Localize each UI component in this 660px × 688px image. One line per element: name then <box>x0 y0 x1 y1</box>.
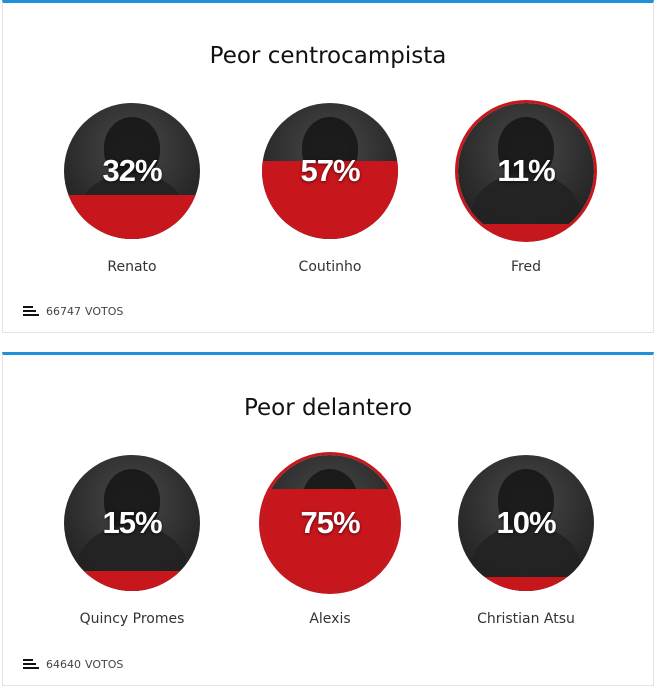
player-photo[interactable]: 10% <box>458 455 594 591</box>
percent-label: 10% <box>496 505 556 540</box>
bar-chart-icon <box>23 306 39 317</box>
poll-card-centrocampista: Peor centrocampista 32% Renato 57% Couti… <box>2 0 654 333</box>
player-photo[interactable]: 75% <box>262 455 398 591</box>
votes-counter: 66747 VOTOS <box>23 305 123 318</box>
player-name: Coutinho <box>298 259 362 275</box>
player-photo[interactable]: 32% <box>64 103 200 239</box>
percent-fill <box>64 570 200 591</box>
poll-title: Peor centrocampista <box>209 43 447 69</box>
percent-label: 57% <box>300 153 360 188</box>
votes-count: 64640 <box>46 658 81 671</box>
player-name: Fred <box>511 259 541 275</box>
percent-label: 15% <box>102 505 162 540</box>
poll-options: 32% Renato 57% Coutinho 11% Fred <box>3 103 653 283</box>
player-name: Christian Atsu <box>477 611 575 627</box>
poll-options: 15% Quincy Promes 75% Alexis 10% Christi… <box>3 455 653 635</box>
player-photo[interactable]: 11% <box>458 103 594 239</box>
poll-option-christian-atsu[interactable]: 10% Christian Atsu <box>446 455 606 627</box>
bar-chart-icon <box>23 659 39 670</box>
percent-label: 11% <box>497 153 555 188</box>
percent-fill <box>458 577 594 591</box>
percent-fill <box>262 161 398 239</box>
poll-option-coutinho[interactable]: 57% Coutinho <box>250 103 410 275</box>
player-photo[interactable]: 15% <box>64 455 200 591</box>
poll-option-quincy-promes[interactable]: 15% Quincy Promes <box>52 455 212 627</box>
poll-option-fred[interactable]: 11% Fred <box>446 103 606 275</box>
percent-fill <box>262 489 398 591</box>
poll-option-alexis[interactable]: 75% Alexis <box>250 455 410 627</box>
player-name: Renato <box>107 259 157 275</box>
percent-fill <box>64 195 200 239</box>
percent-label: 32% <box>102 153 162 188</box>
percent-label: 75% <box>300 505 360 540</box>
percent-fill <box>458 224 594 239</box>
votes-label: VOTOS <box>85 658 124 671</box>
votes-label: VOTOS <box>85 305 124 318</box>
poll-title: Peor delantero <box>243 395 413 421</box>
poll-option-renato[interactable]: 32% Renato <box>52 103 212 275</box>
player-photo[interactable]: 57% <box>262 103 398 239</box>
poll-card-delantero: Peor delantero 15% Quincy Promes 75% Ale… <box>2 352 654 686</box>
votes-counter: 64640 VOTOS <box>23 658 123 671</box>
player-name: Alexis <box>309 611 351 627</box>
votes-count: 66747 <box>46 305 81 318</box>
player-name: Quincy Promes <box>79 611 185 627</box>
